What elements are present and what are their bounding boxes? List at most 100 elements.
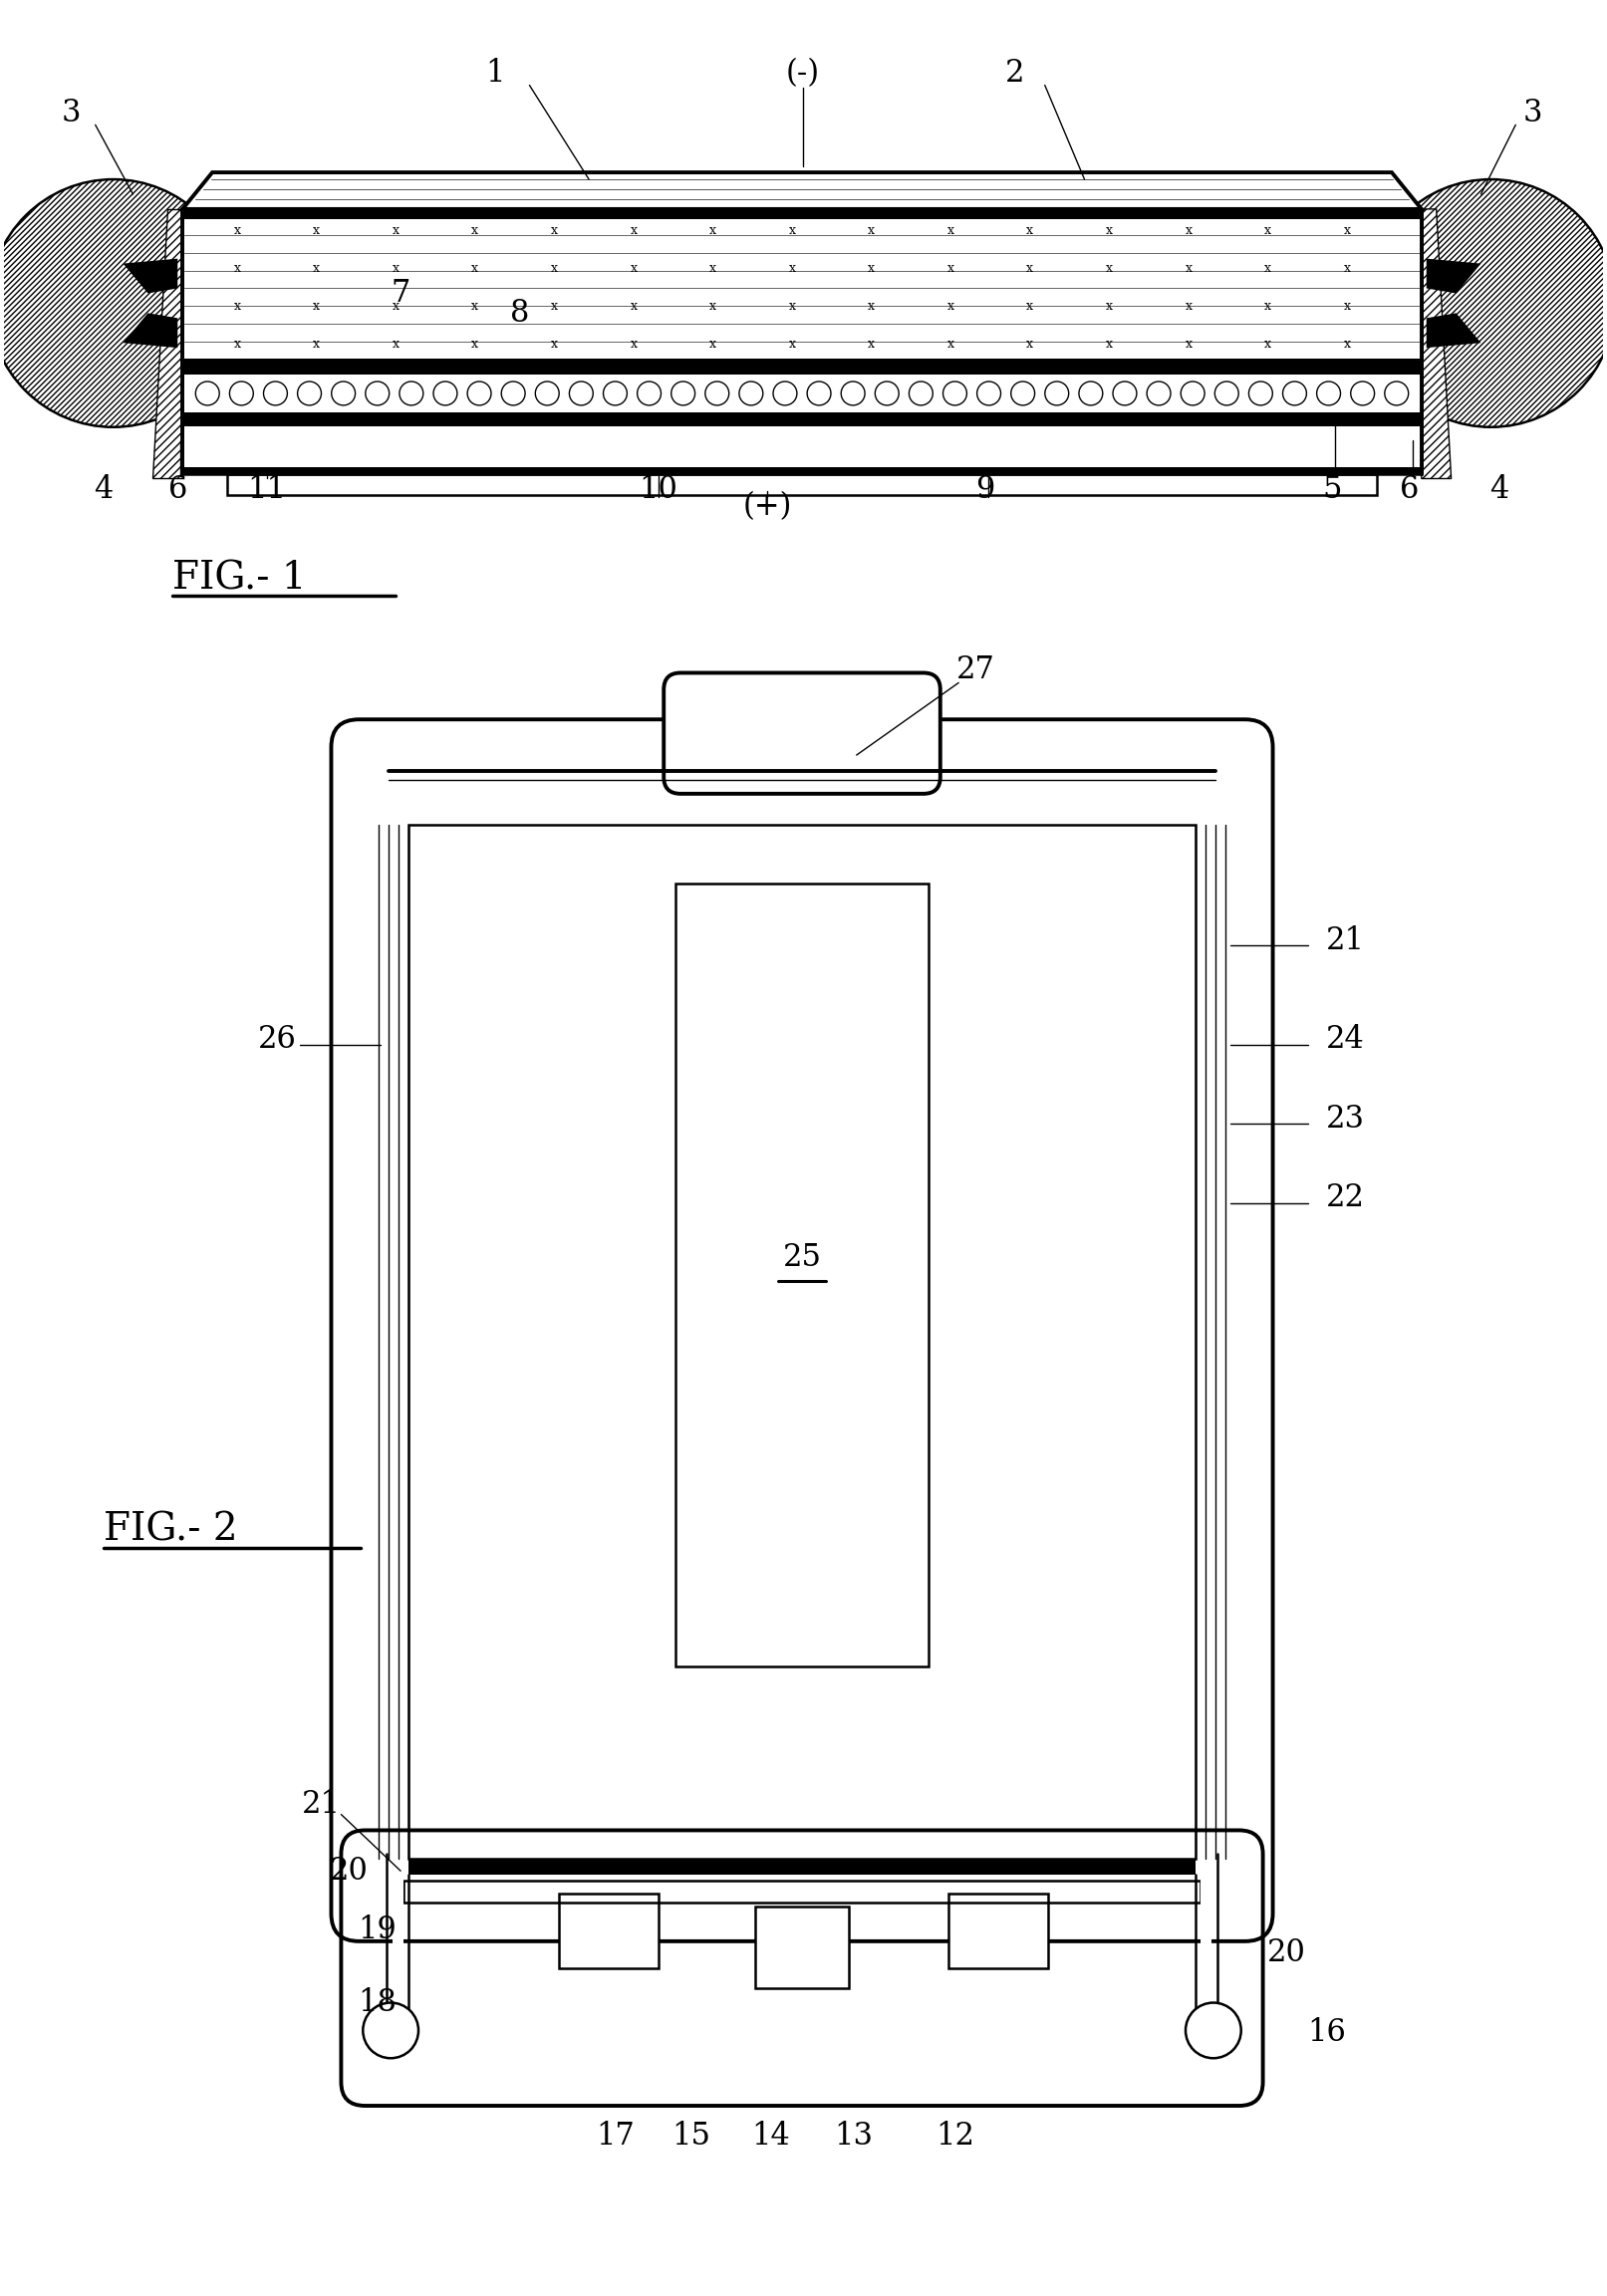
Text: 21: 21	[302, 1789, 341, 1821]
Circle shape	[1282, 381, 1306, 406]
Text: x: x	[709, 262, 717, 276]
Bar	[183, 209, 1422, 218]
Bar	[403, 1880, 1200, 1903]
Text: 3: 3	[1523, 96, 1543, 129]
Text: 26: 26	[259, 1024, 297, 1054]
Circle shape	[1385, 381, 1408, 406]
Text: x: x	[1184, 225, 1192, 236]
Text: x: x	[868, 225, 874, 236]
Text: x: x	[313, 301, 320, 312]
Text: 6: 6	[1400, 473, 1419, 505]
Text: x: x	[868, 262, 874, 276]
Bar	[183, 358, 1422, 367]
Text: x: x	[1265, 225, 1271, 236]
Circle shape	[1215, 381, 1239, 406]
Circle shape	[1011, 381, 1035, 406]
Text: x: x	[1027, 338, 1033, 351]
Text: 25: 25	[783, 1242, 821, 1272]
Circle shape	[840, 381, 865, 406]
Circle shape	[468, 381, 492, 406]
Text: x: x	[1027, 225, 1033, 236]
Circle shape	[363, 2002, 418, 2057]
Circle shape	[977, 381, 1001, 406]
Bar	[948, 1894, 1048, 1968]
Text: x: x	[789, 262, 795, 276]
Bar	[392, 1878, 403, 2053]
Text: x: x	[630, 301, 636, 312]
Text: 19: 19	[357, 1915, 395, 1945]
Circle shape	[1181, 381, 1205, 406]
Circle shape	[434, 381, 456, 406]
Polygon shape	[183, 172, 1422, 209]
Bar	[183, 420, 1422, 473]
Text: 2: 2	[1006, 57, 1025, 90]
Circle shape	[501, 381, 525, 406]
Text: x: x	[471, 262, 479, 276]
Text: x: x	[630, 225, 636, 236]
Text: 7: 7	[391, 278, 410, 308]
Polygon shape	[124, 312, 178, 347]
Text: 13: 13	[834, 2122, 873, 2151]
Text: 22: 22	[1326, 1182, 1366, 1215]
Text: x: x	[709, 301, 717, 312]
Polygon shape	[1427, 259, 1482, 294]
Bar	[183, 367, 1422, 374]
Bar	[675, 884, 929, 1667]
Text: x: x	[1265, 338, 1271, 351]
Circle shape	[807, 381, 831, 406]
Text: x: x	[1106, 338, 1112, 351]
Bar	[183, 209, 1422, 367]
Polygon shape	[1427, 312, 1482, 347]
Circle shape	[1368, 179, 1607, 427]
Text: x: x	[313, 225, 320, 236]
Bar	[183, 413, 1422, 420]
Bar	[408, 824, 1196, 1860]
Bar	[183, 420, 1422, 427]
Text: 14: 14	[750, 2122, 789, 2151]
Text: x: x	[947, 301, 955, 312]
Text: x: x	[1343, 301, 1350, 312]
Text: x: x	[313, 338, 320, 351]
Circle shape	[1114, 381, 1136, 406]
Text: x: x	[551, 262, 558, 276]
Text: (-): (-)	[786, 57, 820, 90]
Text: x: x	[1184, 301, 1192, 312]
Text: x: x	[1343, 338, 1350, 351]
Bar	[408, 824, 1196, 1860]
Text: x: x	[1265, 301, 1271, 312]
Text: x: x	[1106, 301, 1112, 312]
Text: 4: 4	[1490, 473, 1509, 505]
Text: x: x	[1106, 225, 1112, 236]
Bar	[1200, 1878, 1212, 2053]
Text: x: x	[789, 338, 795, 351]
Bar	[559, 1894, 659, 1968]
Text: 1: 1	[485, 57, 505, 90]
Text: x: x	[551, 225, 558, 236]
Text: 18: 18	[357, 1988, 397, 2018]
Circle shape	[705, 381, 730, 406]
Text: 9: 9	[975, 473, 995, 505]
Circle shape	[1078, 381, 1102, 406]
Text: 3: 3	[61, 96, 82, 129]
Text: x: x	[551, 301, 558, 312]
Text: x: x	[947, 225, 955, 236]
Bar	[227, 473, 1377, 496]
Text: x: x	[551, 338, 558, 351]
Circle shape	[230, 381, 254, 406]
Text: 6: 6	[169, 473, 188, 505]
Circle shape	[1147, 381, 1170, 406]
Text: 10: 10	[640, 473, 678, 505]
Text: x: x	[392, 225, 399, 236]
Text: x: x	[392, 301, 399, 312]
Text: x: x	[1184, 262, 1192, 276]
Text: x: x	[1027, 262, 1033, 276]
Circle shape	[1316, 381, 1340, 406]
Circle shape	[1186, 2002, 1241, 2057]
Bar	[183, 466, 1422, 473]
Text: 15: 15	[672, 2122, 710, 2151]
Text: x: x	[1343, 262, 1350, 276]
Text: x: x	[789, 301, 795, 312]
Text: 4: 4	[93, 473, 112, 505]
Text: 8: 8	[509, 298, 529, 328]
Bar	[559, 1894, 659, 1968]
